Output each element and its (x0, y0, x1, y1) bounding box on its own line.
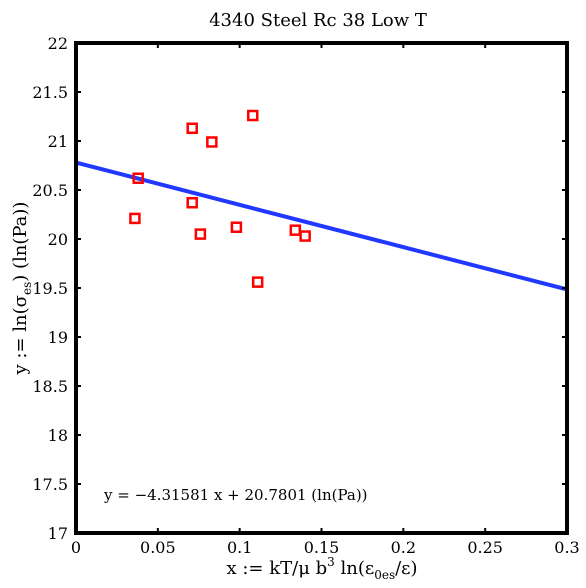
y-tick-label: 21.5 (32, 83, 68, 102)
data-point (132, 172, 144, 184)
y-tick-label: 18.5 (32, 377, 68, 396)
y-tick-label: 17.5 (32, 475, 68, 494)
data-point (129, 212, 141, 225)
data-point (289, 224, 302, 236)
x-axis-label-mid: ln(ε (335, 558, 374, 579)
data-point (194, 228, 207, 240)
data-points (129, 109, 311, 288)
x-axis-label-sup: 3 (327, 555, 335, 569)
y-tick-label: 20.5 (32, 181, 68, 200)
x-axis-label-base: x := kT/μ b (226, 558, 327, 579)
y-tick-label: 19 (48, 328, 68, 347)
data-point (186, 196, 198, 209)
x-tick-label: 0.1 (227, 538, 252, 557)
y-axis-label: y := ln(σes) (ln(Pa)) (10, 202, 34, 376)
x-tick-label: 0.05 (140, 538, 176, 557)
fit-equation: y = −4.31581 x + 20.7801 (ln(Pa)) (103, 486, 368, 504)
y-axis-label-base: y := ln(σ (10, 295, 31, 375)
y-tick-label: 17 (48, 524, 68, 543)
y-axis-label-end: ) (ln(Pa)) (10, 202, 31, 282)
y-tick-label: 18 (48, 426, 68, 445)
x-tick-label: 0.15 (304, 538, 340, 557)
y-tick-label: 22 (48, 34, 68, 53)
data-point (206, 136, 218, 148)
data-point (230, 221, 243, 233)
x-axis-label: x := kT/μ b3 ln(ε0es/ε) (226, 555, 417, 582)
data-point (251, 276, 264, 288)
x-tick-label: 0.25 (467, 538, 503, 557)
x-ticks: 0 0.05 0.1 0.15 0.2 0.25 0.3 (71, 43, 580, 557)
data-point (299, 230, 311, 242)
plot-frame (74, 41, 569, 535)
y-axis-label-sub: es (20, 282, 34, 295)
y-tick-label: 21 (48, 132, 68, 151)
fit-line (75, 160, 568, 292)
data-point (247, 109, 259, 122)
fit-line-group (75, 160, 568, 292)
x-tick-label: 0.2 (391, 538, 416, 557)
x-tick-label: 0.3 (554, 538, 579, 557)
y-ticks: 17 17.5 18 18.5 19 19.5 20 20.5 21 21.5 22 (32, 34, 567, 543)
x-axis-label-sub: 0es (374, 568, 395, 582)
y-tick-label: 20 (48, 230, 68, 249)
y-tick-label: 19.5 (32, 279, 68, 298)
x-axis-label-end: /ε) (395, 558, 417, 579)
x-tick-label: 0 (71, 538, 81, 557)
data-point (186, 122, 198, 135)
chart-title: 4340 Steel Rc 38 Low T (209, 10, 427, 31)
